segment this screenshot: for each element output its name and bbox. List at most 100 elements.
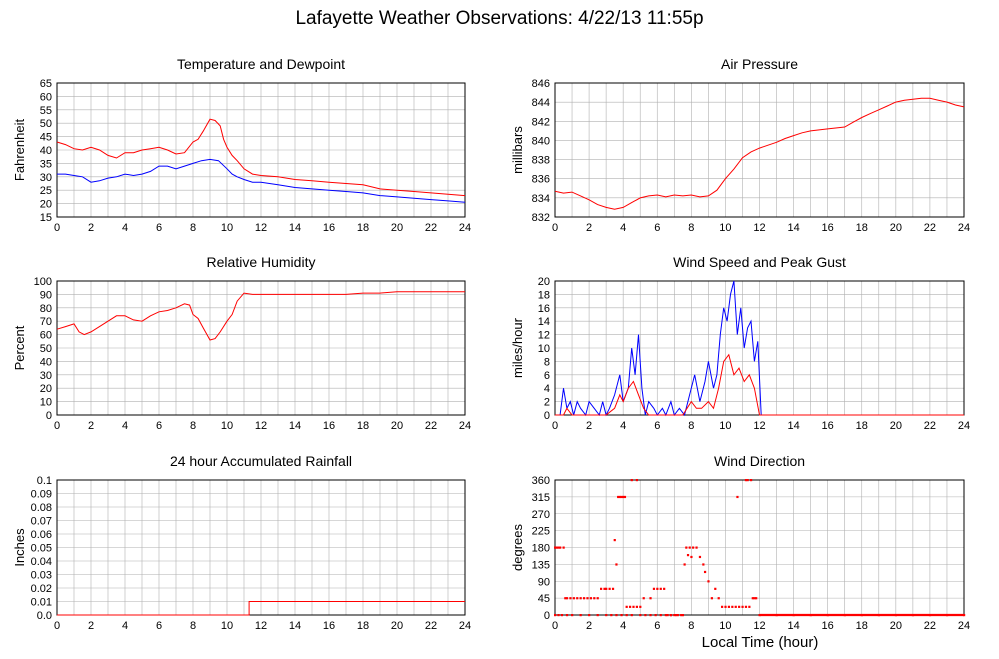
chart6-point — [736, 495, 739, 499]
chart6-point — [702, 563, 705, 566]
chart6-point — [685, 546, 688, 549]
chart6-point — [571, 614, 574, 617]
chart1-ytick-label: 15 — [40, 212, 52, 224]
chart2-title: Air Pressure — [721, 56, 798, 72]
chart1-xtick-label: 22 — [425, 222, 437, 234]
chart6-ytick-label: 45 — [538, 593, 550, 605]
chart1-series-line-2 — [57, 158, 466, 203]
chart5-xtick-label: 20 — [391, 620, 403, 632]
chart6-point — [579, 597, 582, 600]
chart3-ytick-label: 10 — [40, 397, 52, 409]
chart1-ytick-label: 35 — [40, 158, 52, 170]
chart3-xtick-label: 0 — [54, 420, 60, 432]
chart2-frame — [554, 82, 965, 218]
chart6-point — [738, 605, 741, 608]
chart5-xtick-label: 2 — [88, 620, 94, 632]
chart6-point — [695, 546, 698, 549]
chart5-xtick-label: 0 — [54, 620, 60, 632]
chart6-xtick-label: 24 — [958, 620, 970, 632]
chart4-ytick-label: 14 — [538, 316, 550, 328]
chart6-ytick-label: 225 — [532, 526, 550, 538]
chart4-xtick-label: 6 — [654, 420, 660, 432]
chart4-xtick-label: 16 — [822, 420, 834, 432]
chart6-point — [569, 597, 572, 600]
chart3-ytick-label: 70 — [40, 316, 52, 328]
chart6-point — [714, 587, 717, 590]
chart1-xtick-label: 14 — [289, 222, 301, 234]
chart5-ytick-label: 0.07 — [31, 516, 52, 528]
chart2-xtick-label: 10 — [719, 222, 731, 234]
chart6-point — [630, 614, 633, 617]
chart5-xtick-label: 12 — [255, 620, 267, 632]
chart6-point — [659, 614, 662, 617]
chart6-point — [717, 597, 720, 600]
x-axis-label-local-time: Local Time (hour) — [701, 634, 819, 651]
chart1-ytick-label: 45 — [40, 132, 52, 144]
chart5-ytick-label: 0.05 — [31, 543, 52, 555]
chart4-xtick-label: 22 — [924, 420, 936, 432]
chart1-xtick-label: 18 — [357, 222, 369, 234]
chart6-xtick-label: 2 — [586, 620, 592, 632]
chart6-point — [744, 479, 748, 482]
chart6-point — [755, 597, 758, 600]
chart6-point — [642, 597, 645, 600]
chart3-xtick-label: 18 — [357, 420, 369, 432]
chart5-ytick-label: 0.01 — [31, 597, 52, 609]
chart6-point — [698, 555, 702, 559]
chart6-point — [554, 546, 557, 549]
chart4-ytick-label: 18 — [538, 289, 550, 301]
chart6-ytick-label: 315 — [532, 492, 550, 504]
chart1-ytick-label: 55 — [40, 105, 52, 117]
chart6-point — [748, 605, 751, 608]
chart6-xtick-label: 0 — [552, 620, 558, 632]
chart6-ytick-label: 180 — [532, 543, 550, 555]
chart6-xtick-label: 18 — [856, 620, 868, 632]
chart4-xtick-label: 4 — [620, 420, 626, 432]
chart2-ytick-label: 834 — [532, 193, 550, 205]
chart4-xtick-label: 8 — [688, 420, 694, 432]
chart6-point — [620, 495, 623, 499]
chart6-point — [562, 546, 565, 549]
chart4-title: Wind Speed and Peak Gust — [673, 254, 846, 270]
chart6-point — [605, 614, 608, 617]
chart6-xtick-label: 20 — [890, 620, 902, 632]
chart1-frame — [56, 82, 466, 218]
chart5-xtick-label: 14 — [289, 620, 301, 632]
chart4-ytick-label: 20 — [538, 276, 550, 288]
chart1-xtick-label: 6 — [156, 222, 162, 234]
chart6-point — [673, 614, 676, 617]
chart5-xtick-label: 4 — [122, 620, 128, 632]
chart2-xtick-label: 14 — [787, 222, 799, 234]
chart3-ytick-label: 40 — [40, 356, 52, 368]
chart6-ytick-label: 90 — [538, 576, 550, 588]
chart6-point — [649, 614, 652, 617]
chart6-point — [686, 554, 690, 557]
chart4-series-line-2 — [555, 353, 964, 416]
chart6-point — [744, 605, 748, 608]
chart5-ytick-label: 0.0 — [37, 610, 52, 622]
chart6-point — [596, 597, 599, 600]
chart1-xtick-label: 10 — [221, 222, 233, 234]
chart3-ytick-label: 90 — [40, 289, 52, 301]
chart6-point — [554, 614, 557, 617]
chart1-xtick-label: 12 — [255, 222, 267, 234]
chart4-xtick-label: 12 — [753, 420, 765, 432]
chart1-title: Temperature and Dewpoint — [177, 56, 345, 72]
chart1-xtick-label: 20 — [391, 222, 403, 234]
chart5-ytick-label: 0.02 — [31, 583, 52, 595]
chart2-ytick-label: 832 — [532, 212, 550, 224]
chart6-xtick-label: 8 — [688, 620, 694, 632]
chart3-xtick-label: 14 — [289, 420, 301, 432]
chart3-ytick-label: 0 — [46, 410, 52, 422]
chart3-xtick-label: 20 — [391, 420, 403, 432]
chart6-point — [674, 614, 678, 617]
chart4-xtick-label: 14 — [787, 420, 799, 432]
chart6-point — [746, 479, 749, 482]
chart6-point — [703, 570, 707, 574]
chart6-point — [555, 546, 558, 549]
chart5-series-line-1 — [57, 601, 465, 616]
chart6-point — [666, 614, 669, 617]
chart5-ytick-label: 0.09 — [31, 489, 52, 501]
chart4-xtick-label: 18 — [856, 420, 868, 432]
